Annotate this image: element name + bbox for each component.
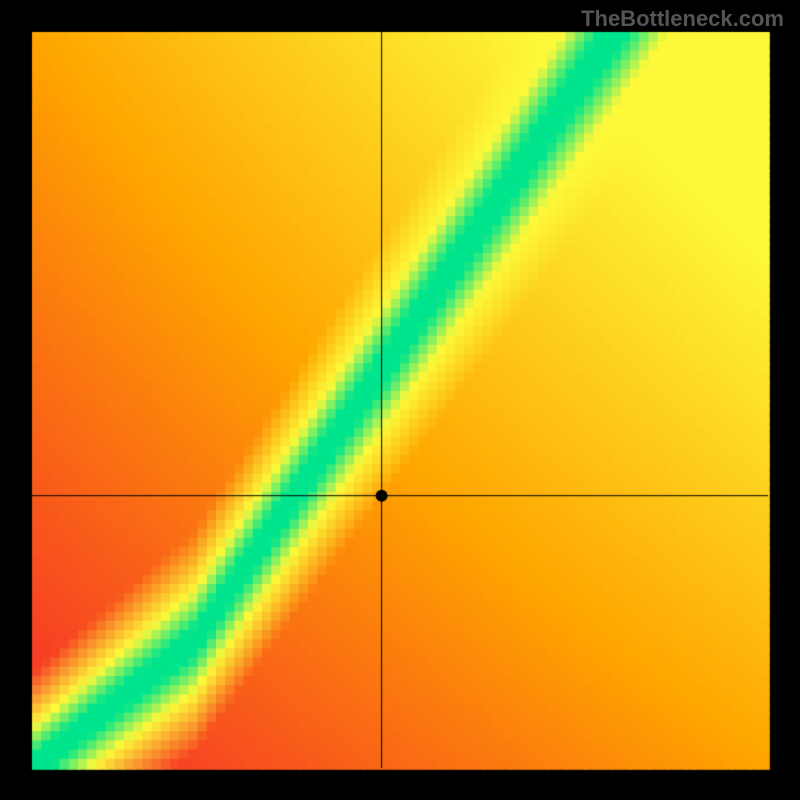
bottleneck-heatmap-canvas — [0, 0, 800, 800]
chart-container: TheBottleneck.com — [0, 0, 800, 800]
watermark-text: TheBottleneck.com — [581, 6, 784, 32]
